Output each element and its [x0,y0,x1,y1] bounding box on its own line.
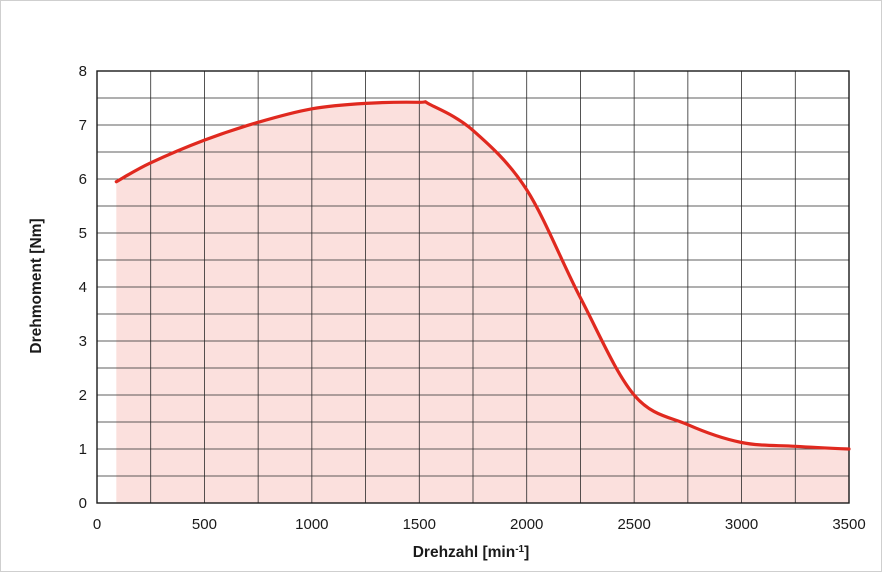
x-axis-title-end: ] [524,544,529,561]
area-fill-layer [116,101,850,504]
series-line-layer [114,100,851,451]
grid-layer [96,70,850,504]
y-tick-label: 1 [79,441,87,458]
x-axis-title-main: Drehzahl [min [413,544,515,561]
x-tick-label: 3000 [725,516,758,533]
torque-area-fill [116,101,850,504]
y-tick-label: 2 [79,387,87,404]
y-tick-label: 4 [79,279,87,296]
torque-curve-line [114,100,851,451]
plot-border [96,70,850,504]
y-tick-label: 0 [79,495,87,512]
x-tick-label: 500 [192,516,217,533]
x-tick-labels: 0 500 1000 1500 2000 2500 3000 3500 [93,516,866,533]
x-axis-title: Drehzahl [min-1] [413,544,530,562]
x-tick-label: 0 [93,516,101,533]
x-tick-label: 2000 [510,516,543,533]
x-axis-title-superscript: -1 [515,544,524,555]
y-tick-label: 6 [79,171,87,188]
x-tick-label: 1000 [295,516,328,533]
y-tick-label: 7 [79,117,87,134]
y-axis-title: Drehmoment [Nm] [28,218,45,353]
y-tick-label: 5 [79,225,87,242]
x-tick-label: 3500 [832,516,865,533]
y-tick-labels: 0 1 2 3 4 5 6 7 8 [79,63,87,512]
y-tick-label: 3 [79,333,87,350]
x-tick-label: 1500 [403,516,436,533]
x-tick-label: 2500 [617,516,650,533]
y-tick-label: 8 [79,63,87,80]
